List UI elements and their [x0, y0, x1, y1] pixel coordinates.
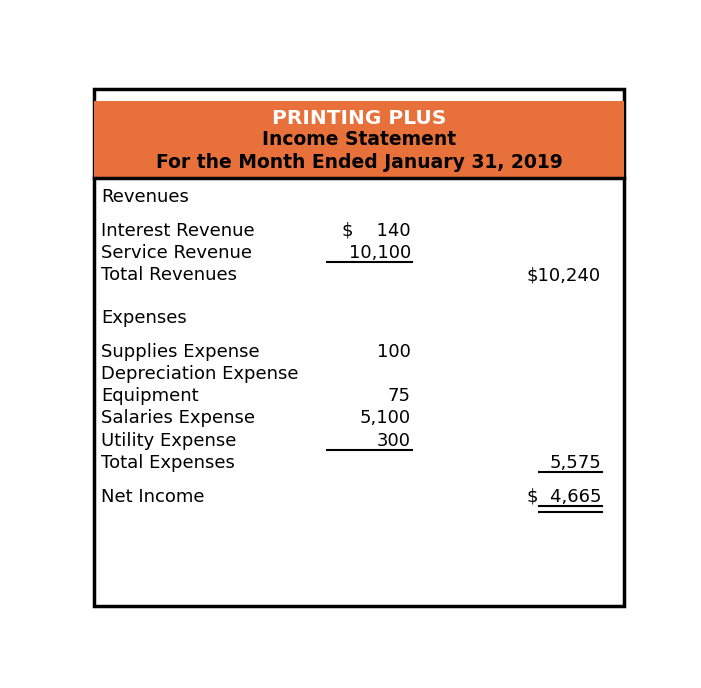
FancyBboxPatch shape [94, 89, 625, 606]
Text: 300: 300 [377, 431, 411, 450]
Text: Revenues: Revenues [101, 188, 189, 206]
Text: $10,240: $10,240 [527, 266, 601, 284]
Text: PRINTING PLUS: PRINTING PLUS [272, 109, 447, 127]
Text: 100: 100 [377, 343, 411, 361]
FancyBboxPatch shape [94, 101, 625, 178]
Text: Utility Expense: Utility Expense [101, 431, 236, 450]
Text: 75: 75 [388, 387, 411, 405]
Text: Total Revenues: Total Revenues [101, 266, 237, 284]
Text: Net Income: Net Income [101, 488, 205, 506]
Text: Service Revenue: Service Revenue [101, 244, 252, 262]
Text: $    140: $ 140 [342, 222, 411, 240]
Text: 5,100: 5,100 [360, 409, 411, 427]
Text: Supplies Expense: Supplies Expense [101, 343, 260, 361]
Text: Salaries Expense: Salaries Expense [101, 409, 255, 427]
Text: Equipment: Equipment [101, 387, 199, 405]
Text: For the Month Ended January 31, 2019: For the Month Ended January 31, 2019 [156, 153, 563, 172]
Text: 5,575: 5,575 [550, 454, 601, 472]
Text: Depreciation Expense: Depreciation Expense [101, 365, 299, 383]
Text: 10,100: 10,100 [348, 244, 411, 262]
Text: Total Expenses: Total Expenses [101, 454, 235, 472]
Text: $  4,665: $ 4,665 [526, 488, 601, 506]
Text: Expenses: Expenses [101, 309, 187, 327]
Text: Interest Revenue: Interest Revenue [101, 222, 255, 240]
Text: Income Statement: Income Statement [262, 130, 456, 149]
